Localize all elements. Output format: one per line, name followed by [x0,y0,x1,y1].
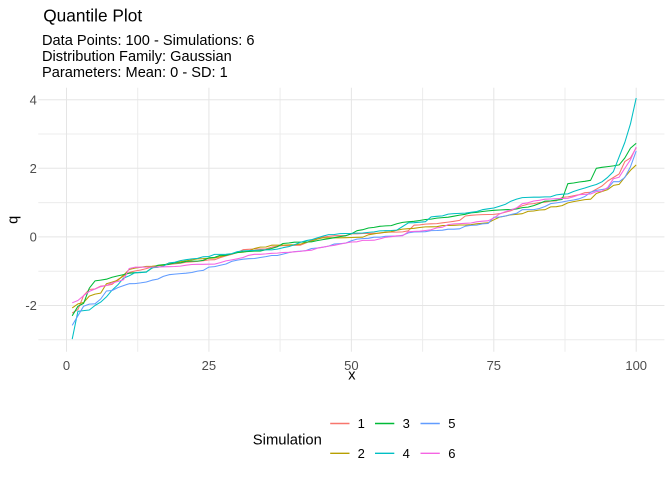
svg-text:Simulation: Simulation [253,432,322,448]
svg-text:0: 0 [63,358,70,373]
svg-text:4: 4 [403,446,410,461]
svg-text:q: q [6,216,22,224]
svg-text:-2: -2 [25,298,37,313]
svg-text:75: 75 [487,358,501,373]
svg-text:50: 50 [344,358,358,373]
svg-text:2: 2 [358,446,365,461]
svg-text:1: 1 [358,416,365,431]
svg-text:4: 4 [30,92,37,107]
svg-text:x: x [348,368,356,384]
svg-text:Parameters: Mean: 0 - SD: 1: Parameters: Mean: 0 - SD: 1 [42,65,228,81]
svg-text:5: 5 [448,416,455,431]
svg-text:2: 2 [30,161,37,176]
svg-text:Distribution Family: Gaussian: Distribution Family: Gaussian [42,49,232,65]
svg-text:Quantile Plot: Quantile Plot [43,5,142,25]
svg-text:6: 6 [448,446,455,461]
svg-text:25: 25 [202,358,216,373]
svg-text:3: 3 [403,416,410,431]
svg-text:Data Points: 100 - Simulations: Data Points: 100 - Simulations: 6 [42,33,255,49]
svg-text:0: 0 [30,230,37,245]
svg-text:100: 100 [625,358,647,373]
